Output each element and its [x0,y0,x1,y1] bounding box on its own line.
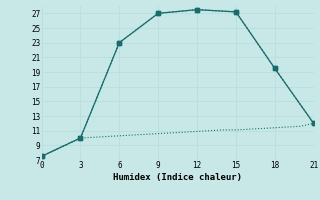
X-axis label: Humidex (Indice chaleur): Humidex (Indice chaleur) [113,173,242,182]
